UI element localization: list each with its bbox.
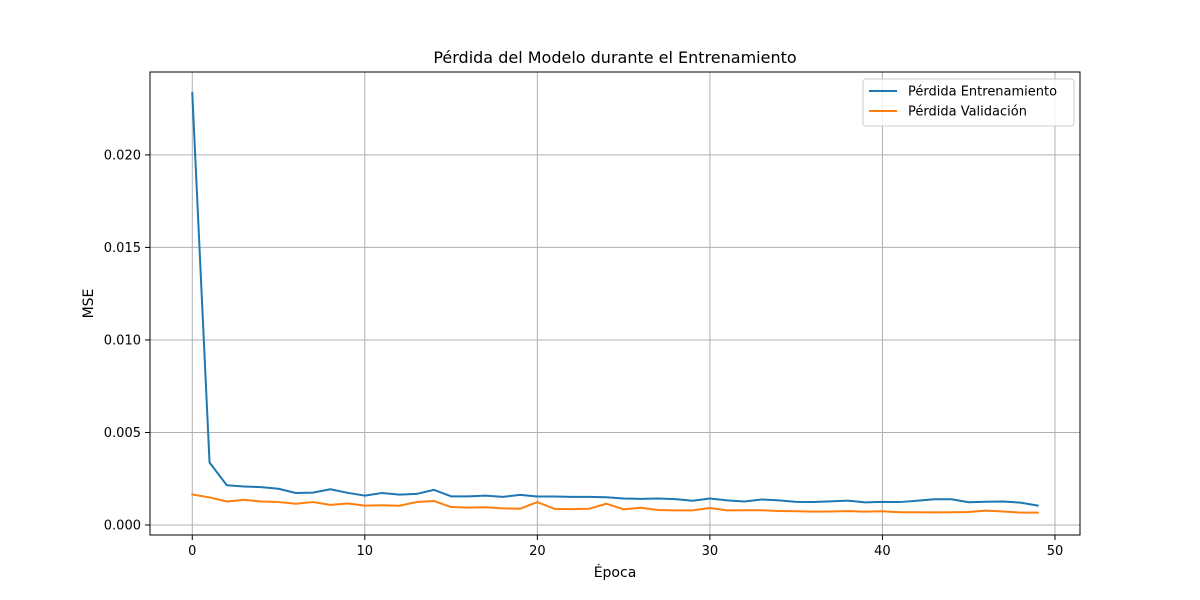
y-axis-ticks: 0.000 0.005 0.010 0.015 0.020 (104, 148, 150, 534)
y-tick-label: 0.000 (104, 519, 141, 534)
legend: Pérdida Entrenamiento Pérdida Validación (862, 78, 1075, 127)
series-line-1 (191, 91, 1039, 507)
x-tick-label: 50 (1047, 544, 1064, 559)
x-tick-label: 0 (188, 544, 196, 559)
legend-label-1: Pérdida Entrenamiento (908, 85, 1057, 100)
y-tick-label: 0.005 (104, 426, 141, 441)
series-line-2 (191, 493, 1039, 514)
y-tick-label: 0.020 (104, 148, 141, 163)
grid (150, 72, 1080, 535)
y-tick-label: 0.015 (104, 241, 141, 256)
x-tick-label: 10 (357, 544, 374, 559)
x-tick-label: 30 (702, 544, 719, 559)
plot-area-frame (149, 71, 1081, 536)
x-tick-label: 20 (529, 544, 546, 559)
chart-title: Pérdida del Modelo durante el Entrenamie… (433, 48, 796, 67)
y-axis-label: MSE (81, 289, 97, 319)
legend-box (862, 78, 1075, 127)
legend-label-2: Pérdida Validación (908, 105, 1027, 120)
series-lines (191, 91, 1039, 514)
y-tick-label: 0.010 (104, 333, 141, 348)
x-axis-ticks: 0 10 20 30 40 50 (188, 535, 1063, 559)
x-axis-label: Época (594, 564, 637, 581)
x-tick-label: 40 (874, 544, 891, 559)
